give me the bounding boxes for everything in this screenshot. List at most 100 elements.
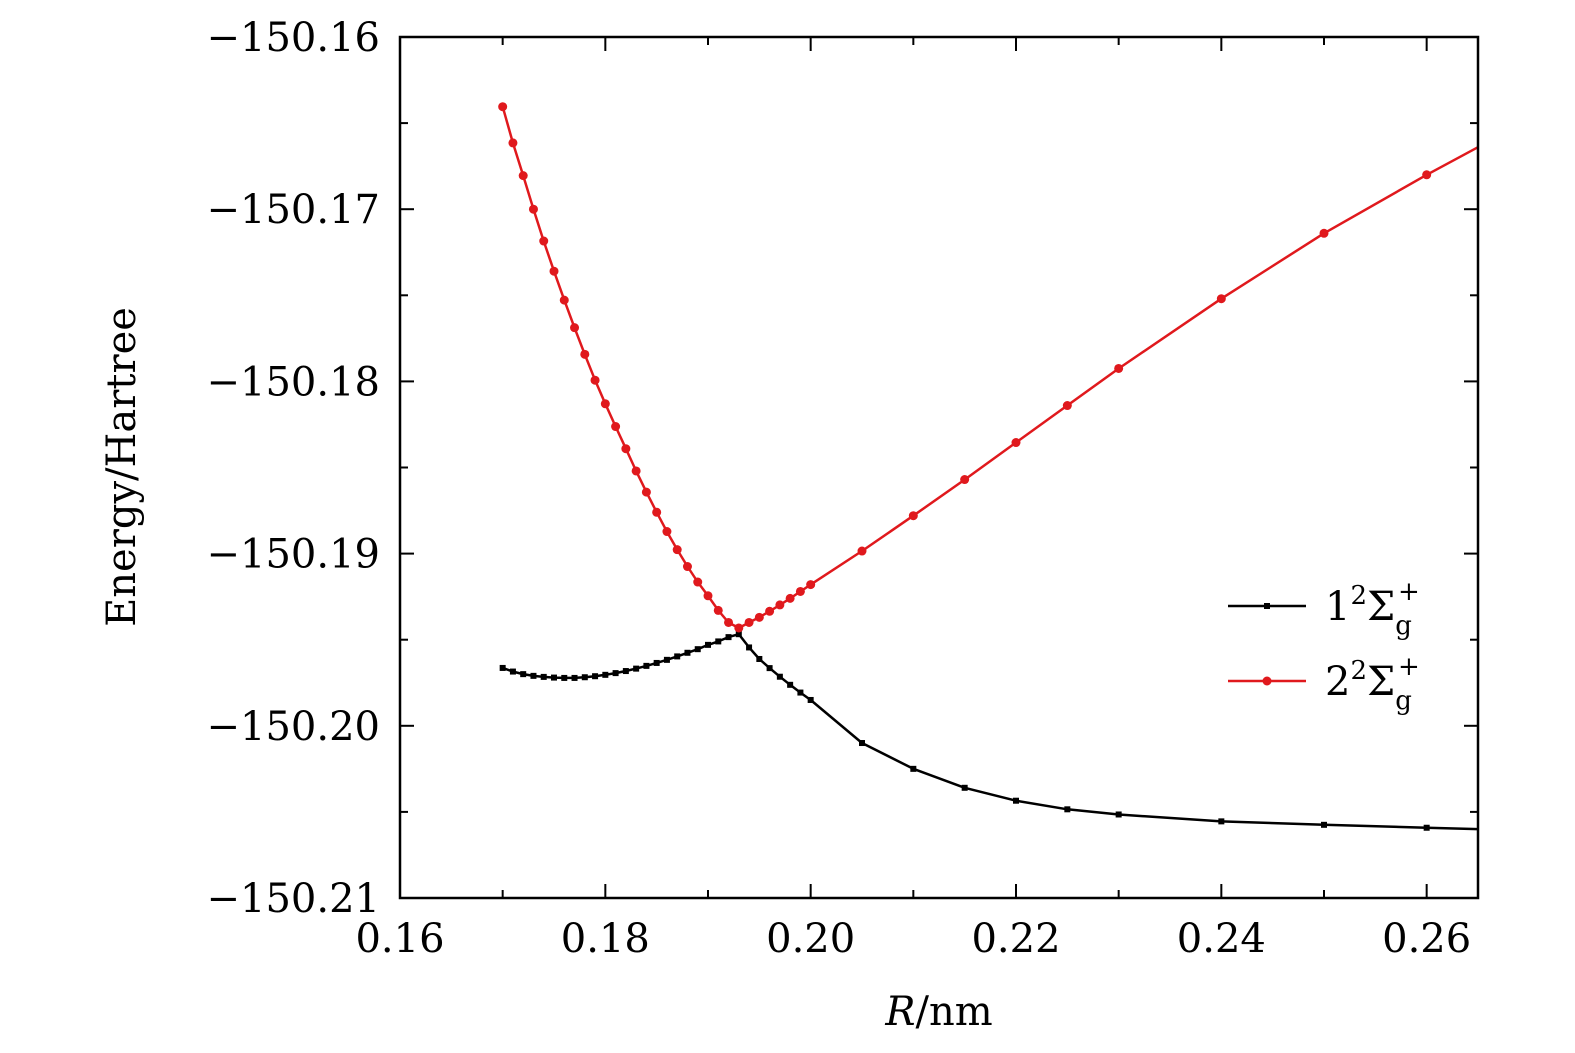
series-2-point: [703, 591, 713, 601]
series-1-point: [561, 674, 568, 681]
series-2-point: [498, 102, 508, 112]
series-1-point: [684, 649, 691, 656]
series-1-point: [551, 674, 557, 681]
series-2-point: [549, 266, 559, 276]
x-tick-label: 0.18: [561, 916, 650, 962]
series-line-2: [501, 106, 1479, 630]
series-2-point: [960, 475, 970, 485]
series-2-point: [1011, 438, 1021, 448]
series-2-point: [1422, 170, 1432, 180]
series-1-point: [807, 696, 814, 703]
series-1-point: [592, 673, 599, 680]
series-2-point: [857, 546, 867, 556]
series-1-point: [643, 662, 650, 669]
series-1-point: [602, 671, 609, 678]
legend-label-2: 22Σg+: [1325, 652, 1420, 716]
series-2-point: [775, 600, 785, 610]
legend-label-1: 12Σg+: [1325, 577, 1420, 641]
series-1-point: [1218, 818, 1225, 825]
series-1-point: [1115, 811, 1122, 818]
series-1-point: [622, 668, 629, 675]
series-2-point: [1114, 363, 1124, 373]
series-2-point: [908, 511, 918, 521]
ticks-layer: 0.16 0.18 0.20 0.22 0.24 0.26 −150.16 −150.17 −1…: [207, 15, 1478, 962]
series-layer: [498, 102, 1479, 831]
series-1-point: [612, 670, 619, 677]
series-1-point: [1321, 821, 1327, 828]
series-2-point: [765, 606, 775, 616]
series-1-point: [766, 665, 773, 672]
y-tick-label: −150.18: [207, 359, 380, 405]
series-2-point: [641, 487, 651, 497]
series-2-point: [734, 623, 744, 633]
legend-item-1: 12Σg+: [1228, 577, 1420, 641]
series-2-point: [1062, 401, 1072, 411]
series-2-point: [672, 545, 682, 555]
series-1-point: [715, 638, 722, 645]
series-1-point: [499, 664, 506, 671]
series-1-point: [705, 641, 711, 648]
series-2-point: [570, 323, 580, 333]
y-axis-title: Energy/Hartree: [99, 307, 145, 627]
series-1-point: [725, 634, 732, 641]
legend-item-2: 22Σg+: [1228, 652, 1420, 716]
series-1-point: [776, 673, 783, 680]
series-2-point: [682, 562, 692, 572]
legend-marker-2: [1262, 676, 1272, 686]
series-1-point: [633, 665, 640, 672]
y-tick-label: −150.19: [207, 532, 380, 578]
series-1-point: [581, 674, 588, 681]
series-2-point: [631, 466, 641, 476]
series-1-point: [797, 689, 804, 696]
series-2-point: [662, 527, 672, 537]
x-tick-label: 0.16: [355, 916, 444, 962]
series-1-point: [961, 784, 968, 791]
series-1-point: [735, 631, 742, 638]
series-1-point: [1013, 797, 1019, 804]
series-1-point: [756, 655, 763, 662]
series-2-point: [785, 593, 795, 603]
series-1-point: [1064, 806, 1071, 813]
y-tick-label: −150.21: [207, 876, 380, 922]
series-2-point: [1319, 228, 1329, 238]
series-2-point: [611, 422, 621, 432]
y-tick-label: −150.20: [207, 704, 380, 750]
series-2-point: [795, 586, 805, 596]
series-1-point: [1423, 824, 1430, 831]
x-tick-label: 0.20: [766, 916, 855, 962]
series-1-point: [540, 673, 547, 680]
series-2-point: [621, 444, 631, 454]
y-tick-label: −150.17: [207, 187, 380, 233]
x-axis-label: R/nm: [884, 989, 992, 1035]
series-1-point: [520, 671, 527, 678]
series-2-point: [508, 138, 518, 148]
series-1-point: [694, 646, 701, 653]
series-2-point: [754, 612, 764, 622]
series-2-point: [580, 349, 590, 359]
series-1-point: [509, 668, 516, 675]
series-1-point: [859, 740, 865, 747]
series-2-point: [713, 605, 723, 615]
series-2-point: [559, 295, 569, 305]
series-2-point: [693, 577, 703, 587]
series-2-point: [518, 171, 528, 181]
series-1-point: [787, 681, 794, 688]
series-2-point: [1216, 294, 1226, 304]
plot-frame: [398, 35, 1480, 900]
series-1-point: [653, 659, 660, 666]
series-2-point: [528, 204, 538, 214]
series-1-point: [746, 644, 753, 651]
series-1-point: [663, 656, 670, 663]
x-tick-label: 0.22: [971, 916, 1060, 962]
series-2-point: [600, 399, 610, 409]
x-tick-label: 0.24: [1177, 916, 1266, 962]
series-2-point: [652, 507, 662, 517]
series-1-point: [674, 653, 681, 660]
y-tick-label: −150.16: [207, 15, 380, 61]
x-axis-label-variable: R: [884, 989, 915, 1035]
series-1-point: [571, 674, 578, 681]
series-2-point: [744, 617, 754, 627]
series-2-point: [806, 580, 816, 590]
y-axis-label: Energy/Hartree: [99, 307, 145, 627]
x-tick-label: 0.26: [1382, 916, 1471, 962]
